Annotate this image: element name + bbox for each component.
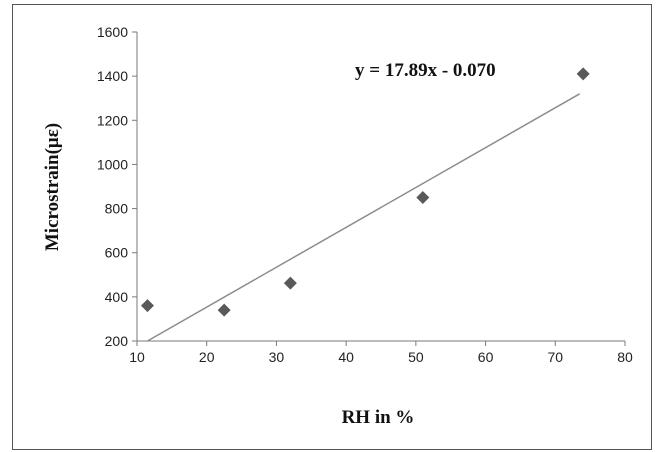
x-tick-label: 40 xyxy=(338,349,354,365)
x-tick-label: 60 xyxy=(478,349,494,365)
y-tick-labels: 200 400 600 800 1000 1200 1400 1600 xyxy=(97,24,128,349)
y-tick-label: 200 xyxy=(105,333,129,349)
x-tick-label: 50 xyxy=(408,349,424,365)
data-point-diamond xyxy=(140,299,154,313)
data-point-diamond xyxy=(283,276,297,290)
y-tick-label: 800 xyxy=(105,201,129,217)
data-point-diamond xyxy=(217,303,231,317)
y-tick-label: 1400 xyxy=(97,68,128,84)
x-tick-label: 70 xyxy=(547,349,563,365)
data-points xyxy=(140,67,590,317)
y-tick-label: 1600 xyxy=(97,24,128,40)
y-axis-title: Microstrain(με) xyxy=(42,123,63,251)
data-point-diamond xyxy=(416,191,430,205)
trendline-equation: y = 17.89x - 0.070 xyxy=(355,60,496,81)
chart-axes xyxy=(132,31,626,346)
x-tick-label: 10 xyxy=(129,349,145,365)
x-tick-labels: 10 20 30 40 50 60 70 80 xyxy=(129,349,633,365)
y-tick-label: 400 xyxy=(105,289,129,305)
x-tick-label: 80 xyxy=(617,349,633,365)
y-tick-label: 600 xyxy=(105,245,129,261)
x-tick-label: 30 xyxy=(269,349,285,365)
data-point-diamond xyxy=(576,67,590,81)
y-tick-label: 1200 xyxy=(97,112,128,128)
x-axis-title: RH in % xyxy=(342,407,415,428)
chart-frame xyxy=(12,4,652,450)
x-tick-label: 20 xyxy=(199,349,215,365)
trendline xyxy=(147,93,581,342)
y-tick-label: 1000 xyxy=(97,156,128,172)
